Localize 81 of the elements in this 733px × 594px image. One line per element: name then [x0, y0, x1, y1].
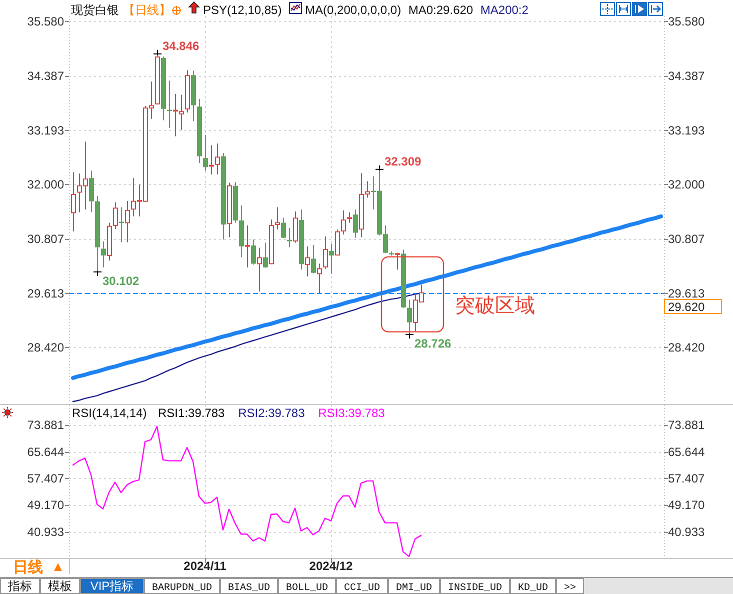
candlestick [275, 206, 280, 230]
y-tick-label: 65.644 [27, 444, 64, 459]
candlestick [311, 244, 316, 274]
legend-label: RSI1:39.783 [158, 406, 226, 420]
candlestick [329, 243, 334, 274]
legend-label: RSI2:39.783 [238, 406, 306, 420]
annotation: MA(0,200,0,0,0,0) [305, 3, 402, 17]
y2-tick-label: 73.881 [668, 418, 706, 432]
chart-title: RSI(14,14,14) [72, 406, 147, 420]
candlestick [341, 210, 346, 236]
candlestick [203, 134, 208, 172]
line-series [71, 214, 663, 380]
text: RSI3:39.783 [318, 406, 386, 420]
y-tick-label: 35.580 [27, 14, 64, 29]
y-tick-label: 32.000 [27, 178, 64, 192]
text: BOLL_UD [286, 583, 328, 594]
y-tick-label: 30.807 [27, 232, 64, 246]
y2-tick-label: 33.193 [668, 123, 706, 138]
candlestick [347, 212, 352, 224]
candlestick [335, 229, 340, 256]
annotation: MA0:29.620 [408, 3, 474, 17]
y2-tick-label: 34.387 [668, 68, 706, 83]
text: 32.309 [384, 154, 422, 168]
candlestick [113, 202, 118, 230]
y2-tick-label: 32.000 [668, 178, 706, 192]
candlestick [395, 252, 400, 270]
y2-tick-label: 30.807 [668, 232, 706, 246]
text: DMI_UD [396, 583, 432, 594]
y2-tick-label: 29.613 [668, 286, 706, 300]
candlestick [89, 170, 94, 213]
annotation: 突破区域 [455, 294, 535, 317]
text: 34.846 [162, 38, 200, 53]
x-tick-label: 2024/11 [184, 559, 227, 573]
y2-tick-label: 35.580 [668, 14, 706, 29]
y2-tick-label: 57.407 [668, 472, 706, 486]
y-tick-label: 29.613 [27, 286, 64, 300]
candlestick [71, 172, 76, 232]
text: BIAS_UD [228, 583, 270, 594]
text: CCI_UD [344, 583, 380, 594]
ref-line-label: 29.620 [668, 300, 706, 314]
text: VIP指标 [90, 579, 134, 593]
y-tick-label: 40.933 [27, 524, 64, 539]
text: BARUPDN_UD [152, 583, 212, 594]
y2-tick-label: 49.170 [668, 498, 706, 512]
y2-tick-label: 28.420 [668, 340, 706, 355]
y-tick-label: 57.407 [27, 472, 64, 486]
candlestick [305, 246, 310, 277]
x-tick-label: 2024/12 [309, 559, 354, 573]
chart-title: 现货白银 [71, 3, 119, 17]
line-series [72, 426, 422, 558]
text: 30.102 [102, 274, 140, 288]
y-tick-label: 49.170 [27, 498, 64, 512]
text: MA200:2 [480, 3, 529, 17]
annotation: PSY(12,10,85) [203, 3, 282, 17]
chart-subtitle: 【日线】 [123, 3, 171, 17]
text: 模板 [48, 579, 72, 593]
text: 指标 [7, 579, 32, 593]
y-tick-label: 34.387 [27, 68, 64, 83]
text: 28.726 [414, 336, 452, 351]
candlestick [125, 200, 130, 243]
candlestick [215, 142, 220, 175]
candlestick [323, 236, 328, 270]
y-tick-label: 73.881 [27, 418, 64, 432]
candlestick [293, 210, 298, 244]
y-tick-label: 33.193 [27, 123, 64, 138]
candlestick [251, 239, 256, 266]
text: INSIDE_UD [448, 583, 502, 594]
candlestick [263, 242, 268, 268]
y2-tick-label: 65.644 [668, 444, 706, 459]
y-tick-label: 28.420 [27, 340, 64, 355]
candlestick [101, 240, 106, 268]
text: 日线 [13, 559, 43, 576]
candlestick [257, 247, 262, 292]
candlestick [209, 144, 214, 175]
candlestick [317, 263, 322, 294]
y2-tick-label: 40.933 [668, 524, 706, 539]
text: >> [564, 583, 576, 594]
candlestick [281, 217, 286, 239]
candlestick [353, 209, 358, 238]
candlestick [245, 224, 250, 268]
text: KD_UD [518, 583, 548, 594]
